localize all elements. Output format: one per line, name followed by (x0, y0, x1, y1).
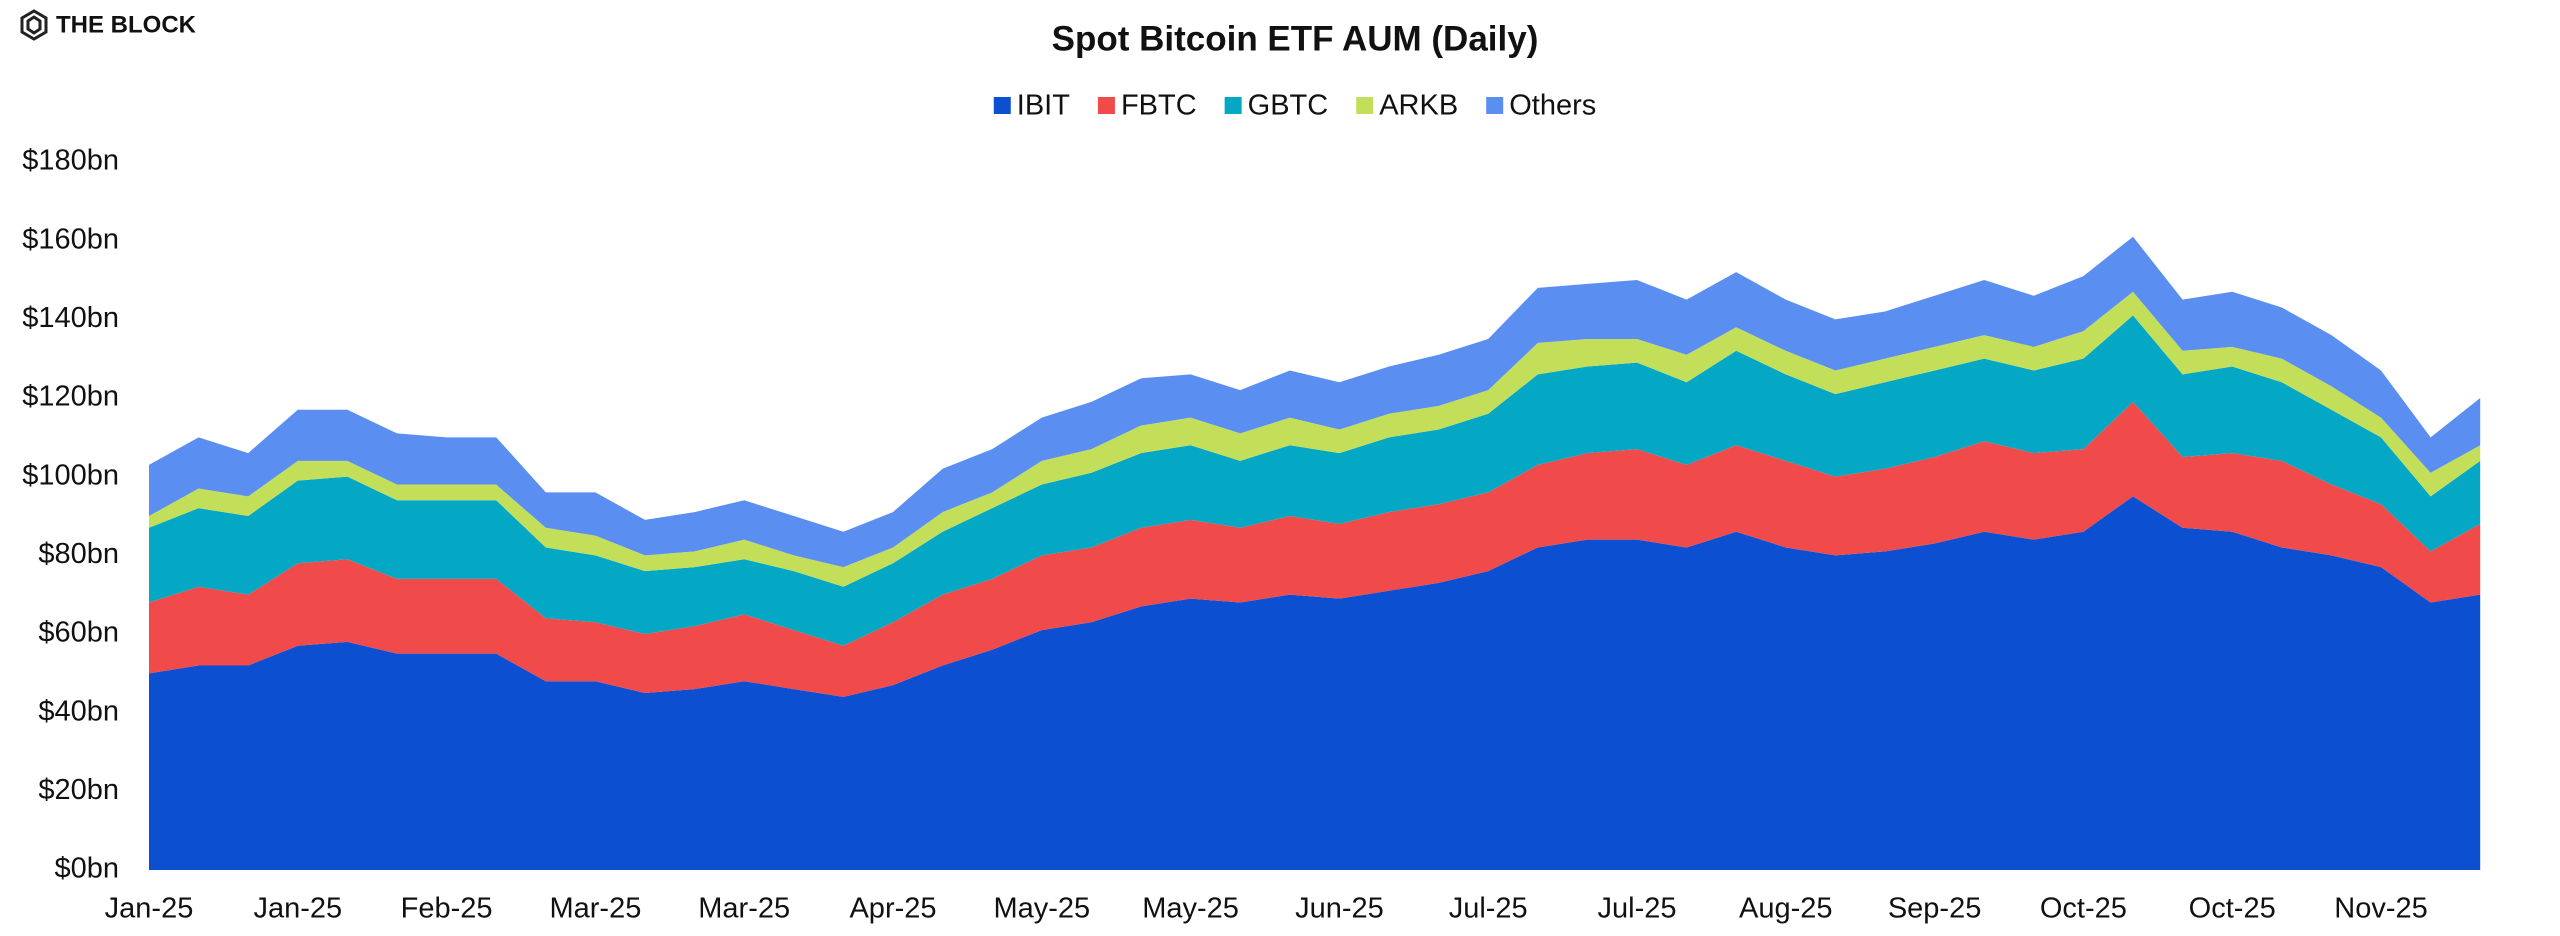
legend-swatch (1224, 97, 1242, 114)
x-tick-label: Oct-25 (2040, 893, 2127, 925)
y-tick-label: $160bn (22, 223, 119, 255)
legend-label: GBTC (1248, 90, 1329, 122)
y-tick-label: $80bn (38, 538, 119, 570)
legend-label: Others (1509, 90, 1596, 122)
x-tick-label: Feb-25 (401, 893, 493, 925)
chart-title: Spot Bitcoin ETF AUM (Daily) (1052, 19, 1539, 58)
area (149, 236, 2481, 568)
y-tick-label: $0bn (54, 853, 119, 885)
x-tick-label: Mar-25 (698, 893, 790, 925)
x-tick-label: Jul-25 (1598, 893, 1677, 925)
area (149, 291, 2481, 587)
area (149, 401, 2481, 697)
area (149, 496, 2481, 870)
x-tick-label: May-25 (993, 893, 1090, 925)
y-tick-label: $60bn (38, 617, 119, 649)
x-tick-label: Jan-25 (253, 893, 342, 925)
legend-label: ARKB (1379, 90, 1458, 122)
y-tick-label: $40bn (38, 695, 119, 727)
legend-swatch (1097, 97, 1115, 114)
x-tick-label: Apr-25 (849, 893, 936, 925)
x-tick-label: Mar-25 (549, 893, 641, 925)
legend-swatch (1486, 97, 1504, 114)
legend: IBIT FBTC GBTC ARKB Others (993, 90, 1596, 122)
legend-swatch (993, 97, 1011, 114)
y-tick-label: $140bn (22, 302, 119, 334)
y-tick-label: $100bn (22, 459, 119, 491)
legend-label: IBIT (1017, 90, 1070, 122)
x-tick-label: Jul-25 (1449, 893, 1528, 925)
legend-swatch (1356, 97, 1374, 114)
area (149, 315, 2481, 646)
legend-label: FBTC (1121, 90, 1197, 122)
x-tick-label: Jun-25 (1295, 893, 1384, 925)
y-tick-label: $20bn (38, 774, 119, 806)
x-tick-label: May-25 (1142, 893, 1239, 925)
y-tick-label: $180bn (22, 145, 119, 177)
x-tick-label: Sep-25 (1888, 893, 1982, 925)
brand: THE BLOCK (56, 11, 197, 38)
y-tick-label: $120bn (22, 381, 119, 413)
x-tick-label: Nov-25 (2334, 893, 2428, 925)
x-tick-label: Jan-25 (105, 893, 194, 925)
x-tick-label: Aug-25 (1739, 893, 1833, 925)
x-tick-label: Oct-25 (2189, 893, 2276, 925)
brand-logo: THE BLOCK (20, 9, 197, 41)
